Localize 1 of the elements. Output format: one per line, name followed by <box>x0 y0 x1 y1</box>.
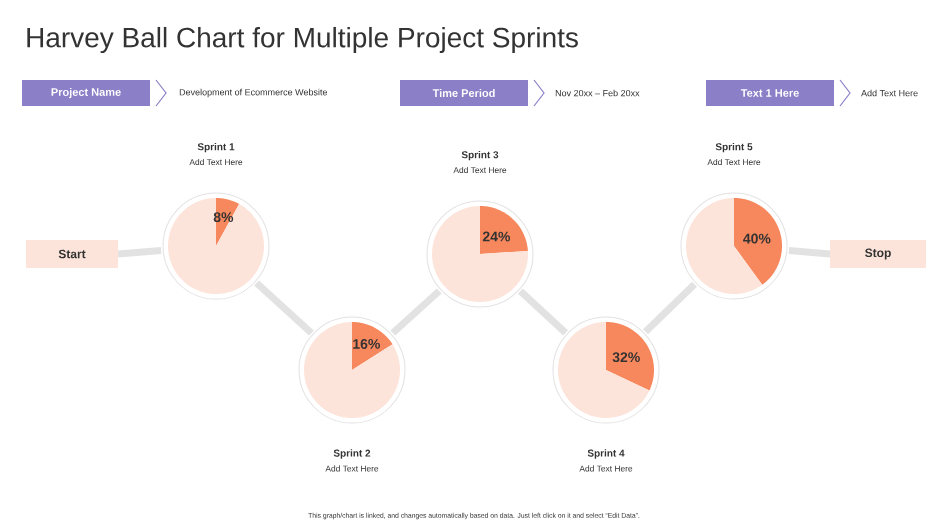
text: Harvey Ball Chart for Multiple Project Sprints <box>27 26 578 54</box>
